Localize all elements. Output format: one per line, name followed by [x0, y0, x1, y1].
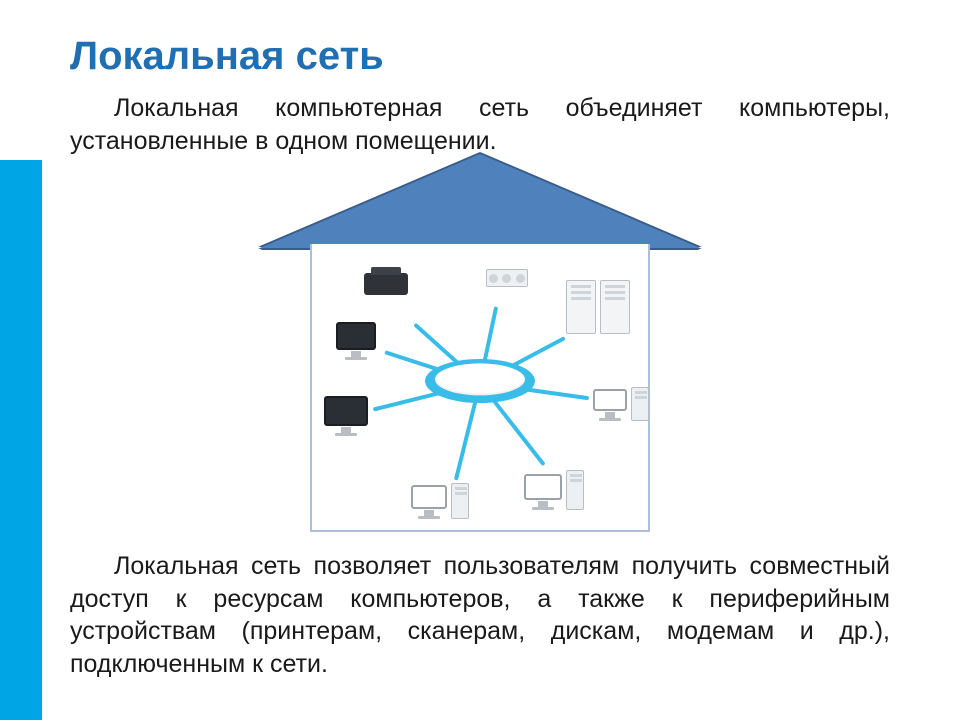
node-pc-br: [524, 470, 584, 510]
monitor-icon: [593, 389, 627, 421]
tower-icon: [566, 470, 584, 510]
monitor-icon: [411, 485, 447, 519]
node-mon-tl: [336, 322, 376, 360]
monitor-icon: [524, 474, 562, 510]
node-server: [566, 280, 630, 334]
house-roof: [260, 154, 700, 248]
server-icon: [566, 280, 596, 334]
page-title: Локальная сеть: [70, 34, 384, 79]
node-printer: [364, 273, 408, 295]
house-body: [310, 244, 650, 532]
tower-icon: [631, 387, 649, 421]
hub-device-icon: [466, 368, 494, 386]
node-stereo: [486, 269, 528, 287]
printer-icon: [364, 273, 408, 295]
network-diagram: [312, 244, 648, 530]
tower-icon: [451, 483, 469, 519]
node-pc-bot: [411, 483, 469, 519]
node-pc-right: [593, 387, 649, 421]
body-paragraph: Локальная сеть позволяет пользователям п…: [70, 550, 890, 680]
monitor-icon: [324, 396, 368, 436]
monitor-icon: [336, 322, 376, 360]
house-diagram: [260, 154, 700, 534]
node-mon-left: [324, 396, 368, 436]
intro-paragraph: Локальная компьютерная сеть объединяет к…: [70, 92, 890, 157]
network-hub: [425, 359, 535, 403]
device-icon: [486, 269, 528, 287]
accent-sidebar: [0, 160, 42, 720]
server-icon: [600, 280, 630, 334]
